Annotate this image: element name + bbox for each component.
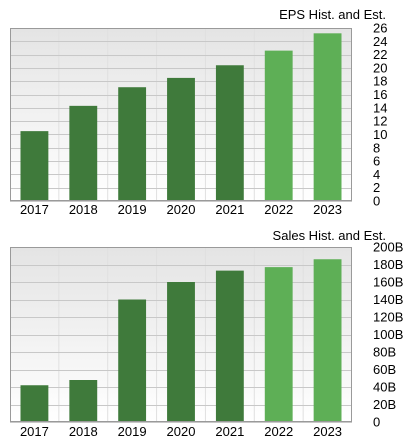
sales-bar-2019 <box>118 299 147 422</box>
sales-x-tick-label: 2021 <box>215 424 244 439</box>
eps-y-tick-label: 22 <box>373 47 387 62</box>
eps-y-tick-label: 0 <box>373 194 380 209</box>
sales-bar-2017 <box>20 385 49 422</box>
sales-y-tick-label: 100B <box>373 327 403 342</box>
eps-plot-frame <box>10 28 352 201</box>
sales-bar-2018 <box>69 380 98 422</box>
sales-bar-2022 <box>264 267 293 422</box>
sales-y-tick-label: 180B <box>373 257 403 272</box>
eps-x-tick-label: 2021 <box>215 202 244 217</box>
eps-y-tick-label: 6 <box>373 154 380 169</box>
eps-y-tick-label: 8 <box>373 140 380 155</box>
sales-chart: 2017 2018 2019 2020 2021 2022 2023 0 20B 40B 60B 80… <box>10 228 403 439</box>
sales-y-tick-label: 40B <box>373 380 396 395</box>
sales-y-tick-label: 60B <box>373 362 396 377</box>
eps-bar-2023 <box>313 33 342 202</box>
sales-x-tick-label: 2018 <box>69 424 98 439</box>
sales-x-tick-label: 2023 <box>313 424 342 439</box>
eps-bar-2022 <box>264 50 293 201</box>
eps-y-tick-label: 12 <box>373 114 387 129</box>
eps-y-tick-label: 20 <box>373 60 387 75</box>
eps-y-tick-label: 14 <box>373 100 387 115</box>
eps-y-tick-label: 4 <box>373 167 380 182</box>
eps-bar-2018 <box>69 105 98 201</box>
sales-x-tick-label: 2022 <box>264 424 293 439</box>
eps-y-tick-label: 2 <box>373 180 380 195</box>
sales-y-tick-label: 200B <box>373 240 403 255</box>
sales-plot-frame <box>10 247 352 422</box>
sales-y-tick-label: 0 <box>373 415 380 430</box>
eps-y-tick-label: 16 <box>373 87 387 102</box>
sales-y-tick-label: 140B <box>373 292 403 307</box>
eps-bar-2020 <box>167 77 195 201</box>
eps-x-tick-label: 2017 <box>20 202 49 217</box>
eps-y-tick-label: 24 <box>373 34 387 49</box>
eps-x-tick-label: 2022 <box>264 202 293 217</box>
eps-x-tick-label: 2019 <box>118 202 147 217</box>
eps-chart: 2017 2018 2019 2020 2021 2022 2023024681012141… <box>10 7 387 217</box>
eps-y-tick-label: 26 <box>373 21 387 36</box>
eps-x-tick-label: 2020 <box>167 202 196 217</box>
sales-x-tick-label: 2020 <box>167 424 196 439</box>
sales-y-tick-label: 120B <box>373 310 403 325</box>
sales-x-tick-label: 2019 <box>118 424 147 439</box>
sales-y-tick-label: 20B <box>373 397 396 412</box>
eps-bar-2021 <box>215 65 244 201</box>
eps-chart-title: EPS Hist. and Est. <box>279 7 386 22</box>
sales-bar-2020 <box>167 282 195 422</box>
sales-bar-2023 <box>313 259 342 422</box>
eps-y-tick-label: 18 <box>373 74 387 89</box>
sales-chart-title: Sales Hist. and Est. <box>273 228 386 243</box>
sales-bar-2021 <box>215 270 244 422</box>
eps-bar-2017 <box>20 131 49 201</box>
sales-x-tick-label: 2017 <box>20 424 49 439</box>
eps-x-tick-label: 2023 <box>313 202 342 217</box>
eps-bar-2019 <box>118 87 147 201</box>
sales-y-tick-label: 160B <box>373 275 403 290</box>
eps-x-tick-label: 2018 <box>69 202 98 217</box>
sales-y-tick-label: 80B <box>373 345 396 360</box>
eps-y-tick-label: 10 <box>373 127 387 142</box>
